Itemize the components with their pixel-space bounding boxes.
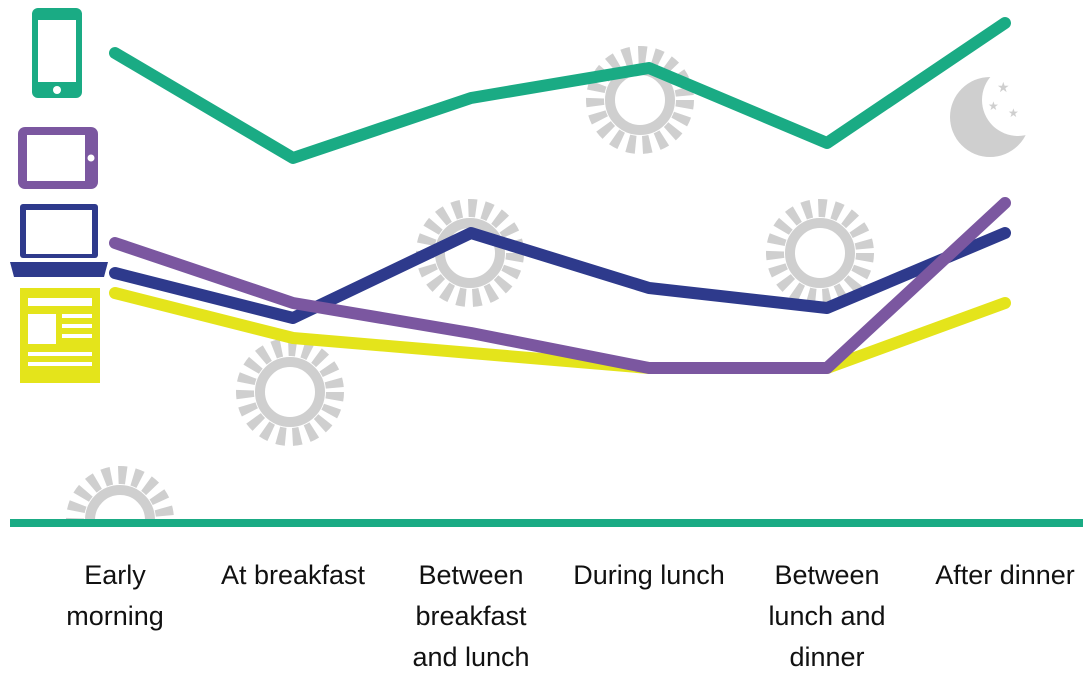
phone-icon	[32, 8, 82, 98]
sun-icon	[775, 208, 865, 298]
sun-icon	[245, 347, 335, 437]
svg-text:★: ★	[997, 79, 1010, 95]
laptop-icon	[10, 204, 108, 277]
x-tick-label: After dinner	[935, 560, 1075, 590]
series-line	[109, 287, 1011, 374]
x-tick-label: Early morning	[66, 560, 164, 631]
x-tick-label: At breakfast	[220, 560, 366, 590]
moon-icon: ★ ★ ★	[950, 64, 1054, 157]
svg-text:★: ★	[1008, 106, 1019, 120]
series-line	[109, 227, 1011, 324]
device-icons	[10, 8, 108, 383]
lines	[109, 17, 1011, 374]
x-tick-label: Between lunch and dinner	[768, 560, 886, 672]
x-tick-label: During lunch	[573, 560, 725, 590]
newspaper-icon	[20, 288, 100, 383]
decorations: ★ ★ ★	[75, 55, 1054, 565]
series-line	[109, 17, 1011, 164]
tablet-icon	[18, 127, 98, 189]
series-line	[109, 197, 1011, 374]
x-tick-label: Between breakfast and lunch	[412, 560, 530, 672]
svg-text:★: ★	[988, 99, 999, 113]
